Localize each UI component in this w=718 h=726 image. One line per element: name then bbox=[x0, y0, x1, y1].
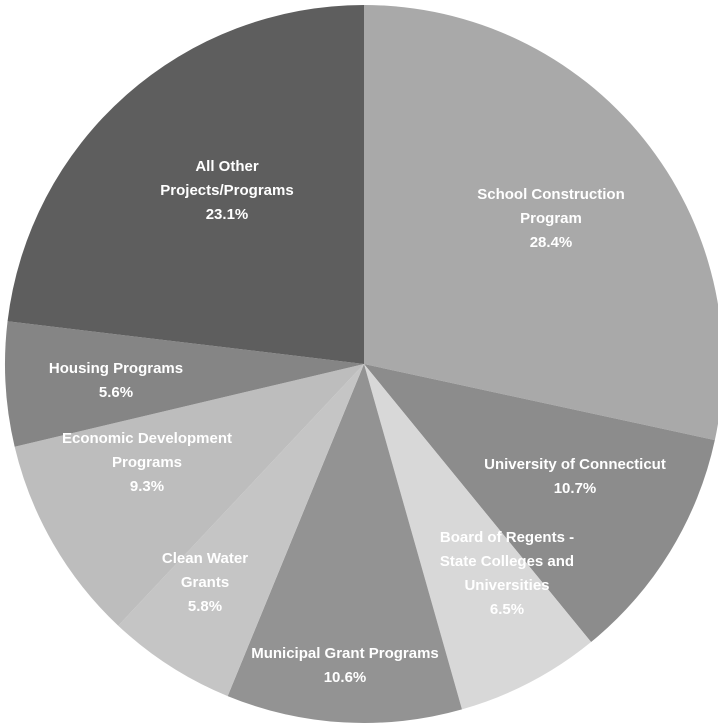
slice-label-6: Housing Programs 5.6% bbox=[49, 360, 183, 401]
pie-slice-6 bbox=[5, 321, 364, 447]
pie-slice-2 bbox=[364, 364, 592, 710]
slice-label-4: Clean Water Grants 5.8% bbox=[162, 550, 248, 615]
pie-slice-5 bbox=[14, 364, 364, 626]
slice-label-2: Board of Regents -State Colleges and Univ… bbox=[440, 529, 574, 618]
slice-label-0: School Construction Program 28.4% bbox=[477, 186, 625, 251]
pie-slice-4 bbox=[118, 364, 364, 697]
pie-slice-1 bbox=[364, 364, 715, 643]
pie-slice-7 bbox=[7, 5, 365, 364]
slice-label-7: All Other Projects/Programs 23.1% bbox=[160, 158, 293, 223]
slice-label-1: University of Connecticut 10.7% bbox=[484, 456, 666, 497]
pie-slice-0 bbox=[364, 5, 718, 441]
slice-label-5: Economic Development Programs 9.3% bbox=[62, 430, 232, 495]
slice-label-3: Municipal Grant Programs 10.6% bbox=[251, 645, 439, 686]
pie-slice-3 bbox=[227, 364, 462, 723]
